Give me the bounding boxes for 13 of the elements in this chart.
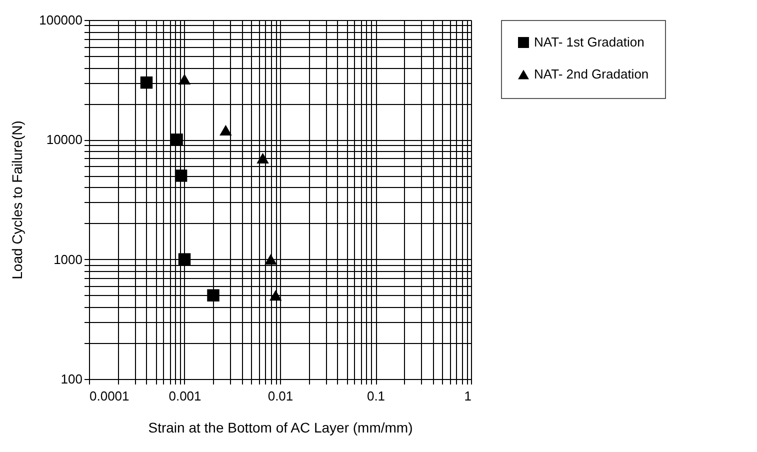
x-tick-label: 1 [464,388,472,404]
x-tick-label: 0.0001 [90,388,130,404]
legend-label: NAT- 1st Gradation [534,34,644,50]
x-tick-label: 0.01 [268,388,294,404]
y-tick-label: 10000 [46,132,82,148]
x-tick-label: 0.001 [168,388,202,404]
legend-label: NAT- 2nd Gradation [534,66,649,82]
x-axis-title: Strain at the Bottom of AC Layer (mm/mm) [148,420,413,436]
x-tick-label: 0.1 [366,388,386,404]
y-tick-label: 1000 [54,252,82,267]
y-tick-label: 100 [60,372,82,386]
y-tick-label: 100000 [39,12,82,28]
y-axis-title: Load Cycles to Failure(N) [9,120,26,280]
